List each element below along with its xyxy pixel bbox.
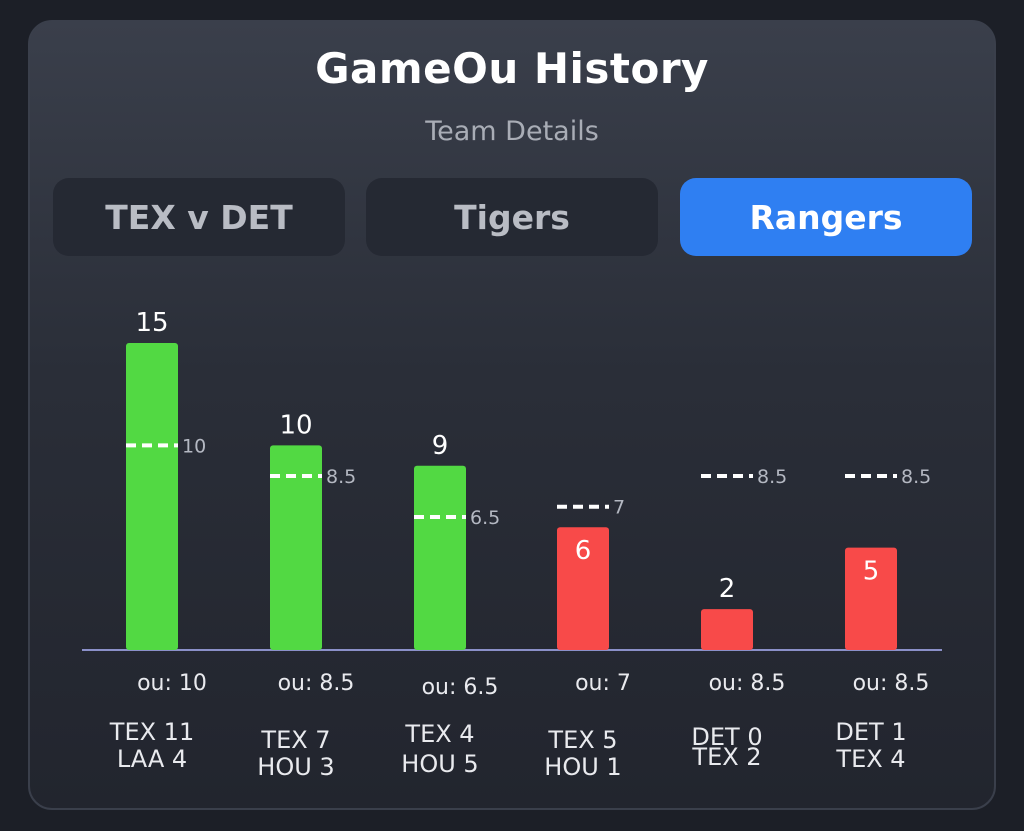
game-team-score-2: HOU 3: [257, 753, 335, 781]
ou-tick-label: ou: 6.5: [422, 675, 499, 700]
game-result-label: TEX 11 LAA 4: [72, 719, 232, 773]
ou-tick-label: ou: 7: [575, 671, 631, 696]
page-subtitle: Team Details: [425, 116, 599, 147]
bar-value-label: 10: [279, 410, 312, 440]
ou-line-value: 7: [613, 497, 625, 519]
ou-line-value: 8.5: [901, 466, 931, 488]
bar-value-label: 2: [719, 574, 736, 604]
game-team-score-1: TEX 11: [109, 718, 195, 746]
history-card: [28, 20, 996, 810]
bar: [701, 609, 753, 650]
page-title: GameOu History: [315, 44, 709, 93]
tab-tigers[interactable]: Tigers: [366, 178, 658, 256]
bar-value-label: 9: [432, 431, 449, 461]
bar-value-label: 6: [575, 536, 592, 566]
game-team-score-2: HOU 5: [401, 750, 479, 778]
game-team-score-1: TEX 4: [405, 720, 475, 748]
game-team-score-1: TEX 5: [548, 726, 618, 754]
bar: [557, 527, 609, 650]
bar-value-label: 15: [135, 308, 168, 338]
tab-rangers[interactable]: Rangers: [680, 178, 972, 256]
ou-line-value: 10: [182, 435, 206, 457]
bar-value-label: 5: [863, 557, 880, 587]
game-result-label: TEX 4 HOU 5: [360, 719, 520, 779]
ou-tick-label: ou: 8.5: [709, 671, 786, 696]
game-team-score-2: HOU 1: [544, 753, 622, 781]
ou-line-value: 8.5: [326, 466, 356, 488]
bar: [126, 343, 178, 650]
game-team-score-1: DET 1: [835, 718, 907, 746]
ou-tick-label: ou: 8.5: [278, 671, 355, 696]
game-team-score-2: TEX 4: [836, 745, 906, 773]
ou-line-value: 8.5: [757, 466, 787, 488]
game-result-label: DET 1 TEX 4: [791, 719, 951, 773]
game-team-score-1: DET 0: [691, 723, 763, 751]
game-result-label: DET 0 TEX 2: [647, 723, 807, 771]
bar: [414, 465, 466, 650]
game-result-label: TEX 7 HOU 3: [216, 727, 376, 781]
game-result-label: TEX 5 HOU 1: [503, 727, 663, 781]
tab-matchup[interactable]: TEX v DET: [53, 178, 345, 256]
game-team-score-2: LAA 4: [116, 745, 188, 773]
bar: [845, 547, 897, 650]
ou-tick-label: ou: 10: [137, 671, 207, 696]
game-team-score-1: TEX 7: [261, 726, 331, 754]
bar: [270, 445, 322, 650]
game-team-score-2: TEX 2: [692, 743, 762, 771]
ou-line-value: 6.5: [470, 507, 500, 529]
ou-tick-label: ou: 8.5: [853, 671, 930, 696]
